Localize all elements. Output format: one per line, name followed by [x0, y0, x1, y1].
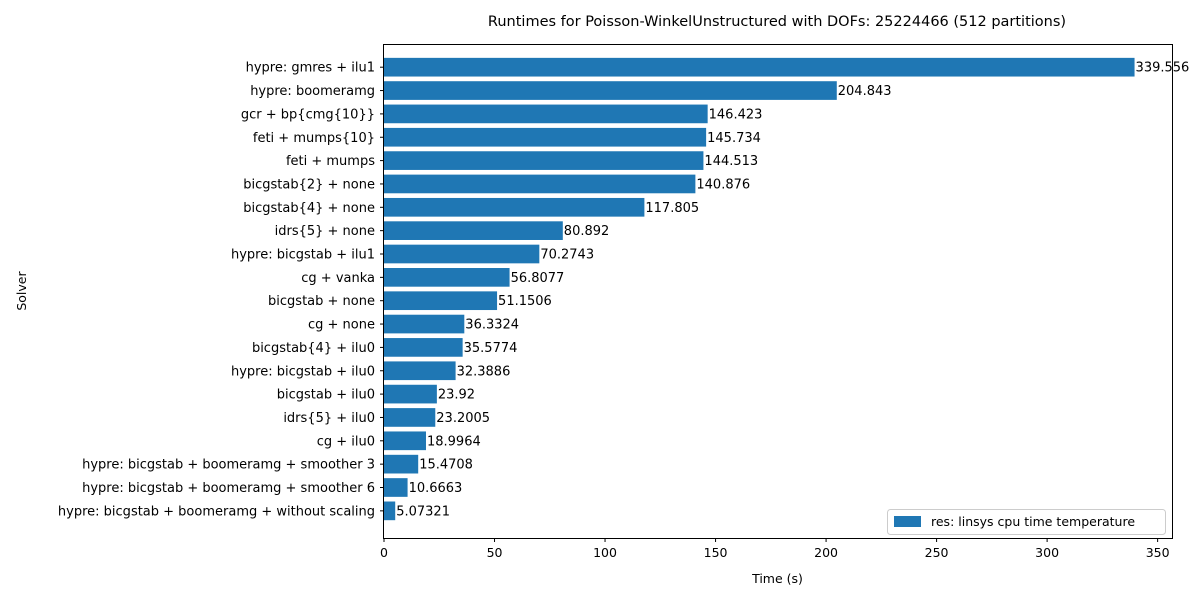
bar: [384, 338, 463, 357]
bar: [384, 291, 498, 311]
bar-value-label: 117.805: [645, 201, 699, 216]
bar-value-label: 204.843: [838, 84, 892, 99]
bar: [384, 57, 1135, 77]
bar: [384, 174, 696, 194]
x-tick-label: 250: [925, 545, 949, 560]
bar: [384, 244, 540, 264]
x-tick-label: 300: [1035, 545, 1059, 560]
bar-value-label: 10.6663: [409, 481, 463, 496]
bar: [384, 81, 837, 100]
bar: [384, 454, 419, 474]
bar: [384, 478, 408, 497]
legend-box: [887, 509, 1166, 535]
bar-value-label: 35.5774: [464, 341, 518, 356]
y-tick-label: bicgstab + ilu0: [277, 388, 375, 403]
x-tick-label: 0: [380, 545, 388, 560]
x-tick-label: 100: [593, 545, 617, 560]
plot-frame: [383, 44, 1173, 539]
bar: [384, 361, 456, 381]
bar: [384, 384, 437, 404]
bar-value-label: 18.9964: [427, 434, 481, 449]
bar-value-label: 339.556: [1136, 61, 1190, 76]
y-tick-label: bicgstab{2} + none: [243, 177, 375, 192]
bar: [384, 268, 510, 287]
y-tick-label: feti + mumps: [286, 154, 375, 169]
x-tick-label: 350: [1146, 545, 1170, 560]
bar: [384, 104, 708, 124]
bar-value-label: 5.07321: [396, 504, 450, 519]
y-tick-label: idrs{5} + ilu0: [283, 411, 375, 426]
y-tick-label: feti + mumps{10}: [253, 131, 375, 146]
bar: [384, 501, 396, 521]
legend: res: linsys cpu time temperature: [887, 509, 1166, 535]
bar-value-label: 51.1506: [498, 294, 552, 309]
bar: [384, 221, 563, 240]
y-tick-label: idrs{5} + none: [275, 224, 375, 239]
chart-title: Runtimes for Poisson-WinkelUnstructured …: [488, 14, 1066, 30]
y-tick-label: hypre: gmres + ilu1: [246, 61, 375, 76]
bar-value-label: 146.423: [709, 107, 763, 122]
bar-value-label: 56.8077: [511, 271, 565, 286]
bar: [384, 127, 707, 147]
bar-value-label: 15.4708: [419, 458, 473, 473]
x-tick-label: 50: [487, 545, 503, 560]
bar-value-label: 36.3324: [465, 318, 519, 333]
y-axis-label: Solver: [14, 271, 29, 311]
x-tick-label: 150: [704, 545, 728, 560]
y-tick-label: hypre: bicgstab + ilu0: [231, 364, 375, 379]
y-axis: hypre: gmres + ilu1 hypre: boomeramg gcr +…: [58, 61, 384, 519]
bar-value-label: 145.734: [707, 131, 761, 146]
bar: [384, 408, 436, 427]
y-tick-label: gcr + bp{cmg{10}}: [241, 107, 375, 122]
x-axis: 0 50 100 150 200 250 300 350: [380, 538, 1170, 560]
bar-value-label: 80.892: [564, 224, 610, 239]
bar: [384, 151, 704, 170]
y-tick-label: cg + vanka: [301, 271, 375, 286]
y-tick-label: bicgstab{4} + ilu0: [252, 341, 375, 356]
value-labels-layer: 339.556 204.843 146.423 145.734 144.513 140.8…: [396, 61, 1189, 520]
bar-value-label: 23.2005: [436, 411, 490, 426]
bar-value-label: 140.876: [696, 177, 750, 192]
y-tick-label: bicgstab + none: [268, 294, 375, 309]
bar: [384, 314, 465, 334]
bar-value-label: 23.92: [438, 388, 475, 403]
y-tick-label: hypre: boomeramg: [250, 84, 375, 99]
y-tick-label: hypre: bicgstab + boomeramg + without sc…: [58, 504, 375, 519]
legend-swatch: [894, 516, 921, 527]
y-tick-label: hypre: bicgstab + ilu1: [231, 248, 375, 263]
bar-value-label: 70.2743: [540, 248, 594, 263]
bar: [384, 431, 426, 451]
y-tick-label: hypre: bicgstab + boomeramg + smoother 3: [82, 458, 375, 473]
bar-value-label: 32.3886: [457, 364, 511, 379]
bars-layer: [384, 57, 1135, 521]
legend-label: res: linsys cpu time temperature: [931, 514, 1135, 529]
y-tick-label: cg + ilu0: [317, 434, 375, 449]
x-tick-label: 200: [814, 545, 838, 560]
y-tick-label: bicgstab{4} + none: [243, 201, 375, 216]
bar-value-label: 144.513: [704, 154, 758, 169]
y-tick-label: hypre: bicgstab + boomeramg + smoother 6: [82, 481, 375, 496]
bar: [384, 197, 645, 217]
y-tick-label: cg + none: [308, 318, 375, 333]
x-axis-label: Time (s): [751, 571, 803, 586]
